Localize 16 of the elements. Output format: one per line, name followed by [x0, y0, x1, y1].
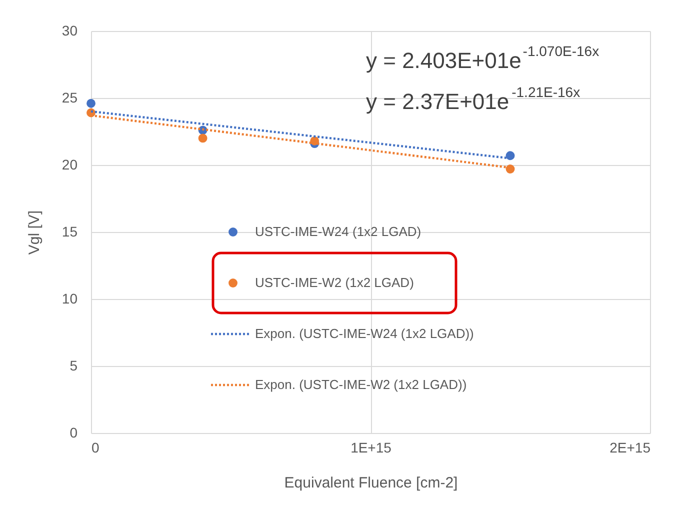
- y-tick-label: 10: [62, 290, 78, 306]
- y-tick-label: 25: [62, 90, 78, 106]
- y-tick-label: 5: [70, 358, 78, 374]
- legend-label: USTC-IME-W24 (1x2 LGAD): [255, 224, 422, 239]
- legend-label: Expon. (USTC-IME-W2 (1x2 LGAD)): [255, 377, 467, 392]
- x-tick-label: 2E+15: [610, 440, 651, 456]
- y-tick-label: 20: [62, 156, 78, 172]
- x-tick-label: 1E+15: [350, 440, 392, 456]
- y-tick-label: 0: [70, 424, 78, 440]
- legend-label: Expon. (USTC-IME-W24 (1x2 LGAD)): [255, 326, 474, 341]
- y-tick-label: 30: [62, 22, 78, 38]
- y-axis-title: Vgl [V]: [26, 210, 43, 255]
- y-tick-label: 15: [62, 224, 78, 240]
- x-tick-label: 0: [92, 440, 100, 456]
- x-axis-title: Equivalent Fluence [cm-2]: [284, 474, 458, 492]
- legend-label: USTC-IME-W2 (1x2 LGAD): [255, 275, 414, 290]
